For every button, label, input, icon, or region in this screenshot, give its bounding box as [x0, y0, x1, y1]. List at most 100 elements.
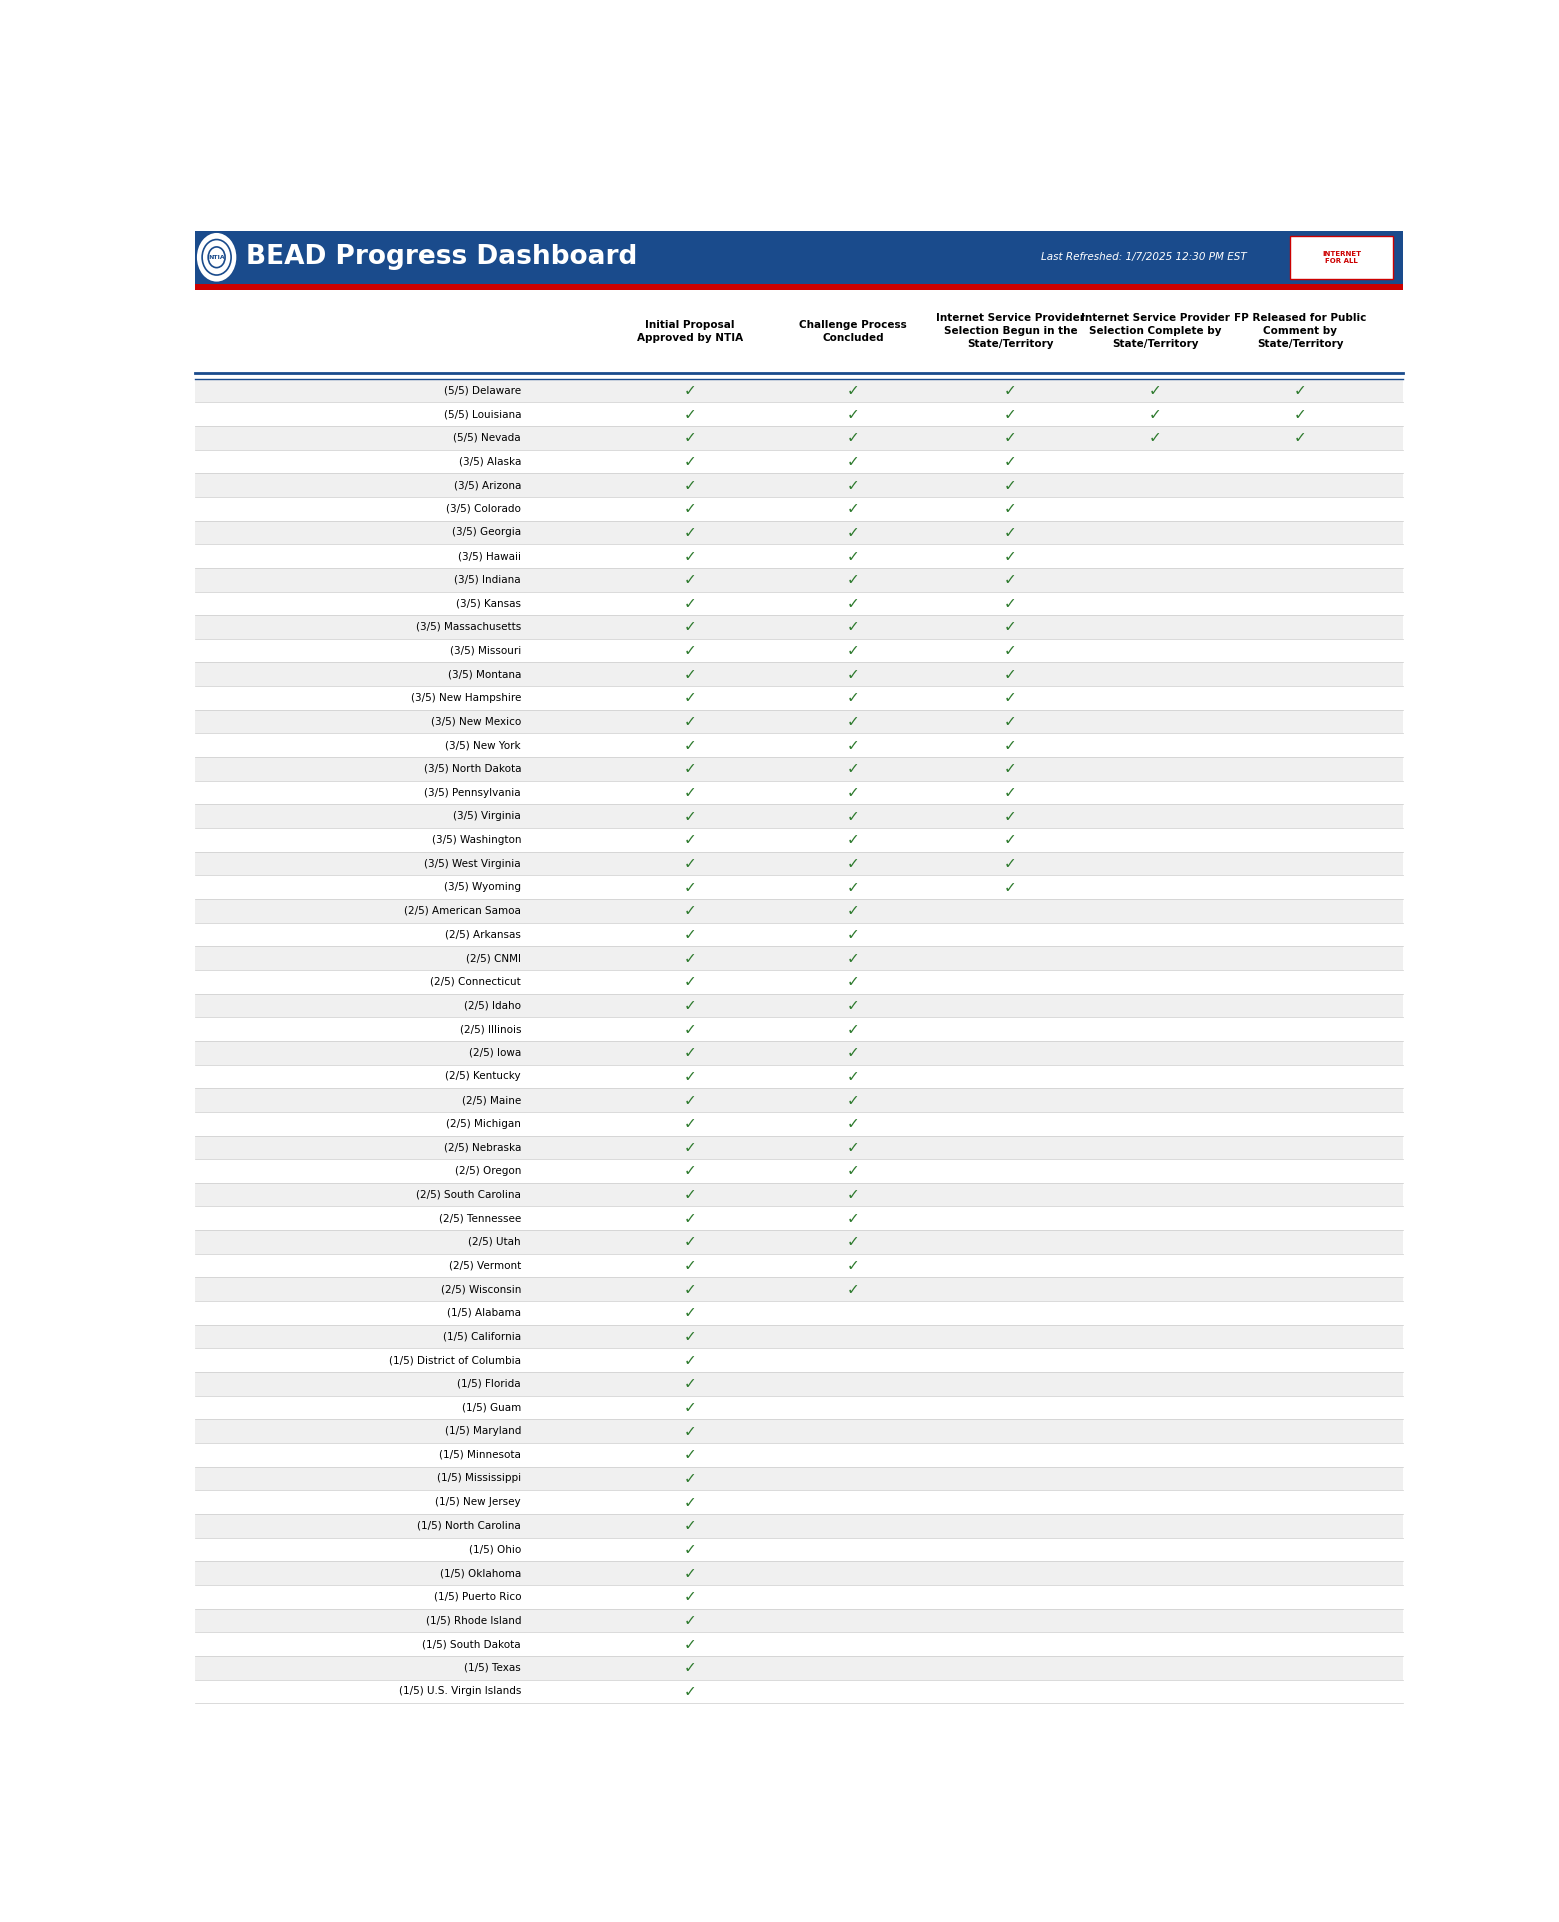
Bar	[195, 402, 1403, 427]
Text: ✓: ✓	[1004, 809, 1016, 825]
Text: ✓: ✓	[684, 715, 697, 728]
Text: ✓: ✓	[1004, 690, 1016, 705]
Text: (3/5) Colorado: (3/5) Colorado	[446, 504, 521, 513]
Text: (2/5) Oregon: (2/5) Oregon	[455, 1167, 521, 1176]
Text: BEAD Progress Dashboard: BEAD Progress Dashboard	[246, 244, 638, 271]
Text: ✓: ✓	[847, 1023, 859, 1036]
Text: (3/5) Virginia: (3/5) Virginia	[454, 811, 521, 821]
Text: ✓: ✓	[684, 548, 697, 563]
Bar	[195, 1230, 1403, 1253]
Text: (1/5) U.S. Virgin Islands: (1/5) U.S. Virgin Islands	[399, 1686, 521, 1697]
Text: ✓: ✓	[684, 1518, 697, 1534]
Text: ✓: ✓	[1004, 715, 1016, 728]
Bar	[195, 923, 1403, 946]
Text: ✓: ✓	[847, 1259, 859, 1272]
Bar	[195, 899, 1403, 923]
Bar	[195, 828, 1403, 851]
Text: ✓: ✓	[847, 974, 859, 990]
Text: (1/5) New Jersey: (1/5) New Jersey	[435, 1497, 521, 1507]
Bar	[195, 1395, 1403, 1418]
Text: ✓: ✓	[847, 1188, 859, 1201]
Text: Initial Proposal
Approved by NTIA: Initial Proposal Approved by NTIA	[638, 319, 744, 342]
Bar	[195, 1207, 1403, 1230]
Text: ✓: ✓	[1004, 525, 1016, 540]
Bar	[195, 284, 1403, 290]
Text: ✓: ✓	[684, 1046, 697, 1061]
Text: ✓: ✓	[847, 998, 859, 1013]
Text: ✓: ✓	[847, 880, 859, 894]
Bar	[195, 1680, 1403, 1703]
Text: ✓: ✓	[1004, 431, 1016, 446]
Text: (3/5) New York: (3/5) New York	[446, 740, 521, 750]
Text: ✓: ✓	[684, 1470, 697, 1486]
Text: ✓: ✓	[847, 738, 859, 753]
Text: (2/5) Vermont: (2/5) Vermont	[449, 1261, 521, 1270]
Bar	[195, 1136, 1403, 1159]
Bar	[195, 615, 1403, 638]
Text: (2/5) Wisconsin: (2/5) Wisconsin	[441, 1284, 521, 1294]
Text: (1/5) Guam: (1/5) Guam	[461, 1403, 521, 1413]
Text: ✓: ✓	[847, 809, 859, 825]
Text: ✓: ✓	[1004, 832, 1016, 848]
Text: ✓: ✓	[1294, 382, 1306, 398]
Text: (3/5) West Virginia: (3/5) West Virginia	[424, 859, 521, 869]
Bar	[195, 1657, 1403, 1680]
Text: ✓: ✓	[684, 1305, 697, 1320]
Text: (3/5) Indiana: (3/5) Indiana	[455, 575, 521, 584]
Text: (1/5) Texas: (1/5) Texas	[465, 1663, 521, 1672]
Text: (2/5) South Carolina: (2/5) South Carolina	[416, 1190, 521, 1199]
Text: ✓: ✓	[684, 1424, 697, 1440]
Text: (2/5) Illinois: (2/5) Illinois	[460, 1024, 521, 1034]
Bar	[195, 1159, 1403, 1182]
Text: ✓: ✓	[684, 951, 697, 965]
Text: INTERNET
FOR ALL: INTERNET FOR ALL	[1322, 250, 1361, 263]
Text: (3/5) North Dakota: (3/5) North Dakota	[424, 763, 521, 775]
Bar	[195, 498, 1403, 521]
Text: (3/5) Montana: (3/5) Montana	[447, 669, 521, 678]
Bar	[195, 971, 1403, 994]
Text: (2/5) Nebraska: (2/5) Nebraska	[444, 1142, 521, 1153]
Text: ✓: ✓	[847, 784, 859, 800]
Bar	[195, 1278, 1403, 1301]
Text: ✓: ✓	[847, 502, 859, 517]
Text: Internet Service Provider
Selection Complete by
State/Territory: Internet Service Provider Selection Comp…	[1080, 313, 1230, 350]
Text: ✓: ✓	[1004, 880, 1016, 894]
Text: ✓: ✓	[684, 903, 697, 919]
Text: ✓: ✓	[684, 1541, 697, 1557]
Text: (1/5) Maryland: (1/5) Maryland	[444, 1426, 521, 1436]
Text: ✓: ✓	[684, 431, 697, 446]
Text: ✓: ✓	[1004, 855, 1016, 871]
Bar	[195, 1466, 1403, 1490]
Bar	[195, 709, 1403, 734]
Text: FP Released for Public
Comment by
State/Territory: FP Released for Public Comment by State/…	[1235, 313, 1367, 350]
Bar	[195, 1301, 1403, 1324]
Text: (2/5) Utah: (2/5) Utah	[468, 1238, 521, 1247]
Text: ✓: ✓	[684, 1399, 697, 1415]
Text: ✓: ✓	[847, 832, 859, 848]
Bar	[195, 851, 1403, 875]
Text: ✓: ✓	[1149, 431, 1161, 446]
Text: ✓: ✓	[684, 1589, 697, 1605]
Bar	[195, 805, 1403, 828]
Text: (2/5) American Samoa: (2/5) American Samoa	[404, 905, 521, 915]
Text: ✓: ✓	[684, 784, 697, 800]
Text: (1/5) Alabama: (1/5) Alabama	[447, 1307, 521, 1318]
Text: ✓: ✓	[847, 407, 859, 421]
Text: ✓: ✓	[684, 1234, 697, 1249]
Bar	[195, 1561, 1403, 1586]
Text: ✓: ✓	[684, 1211, 697, 1226]
Text: ✓: ✓	[684, 761, 697, 776]
Text: (1/5) Rhode Island: (1/5) Rhode Island	[426, 1614, 521, 1626]
Text: (3/5) Arizona: (3/5) Arizona	[454, 480, 521, 490]
Bar	[195, 1609, 1403, 1632]
Bar	[195, 1065, 1403, 1088]
Bar	[195, 1586, 1403, 1609]
Text: ✓: ✓	[1004, 454, 1016, 469]
Text: (1/5) District of Columbia: (1/5) District of Columbia	[390, 1355, 521, 1365]
Text: ✓: ✓	[684, 1661, 697, 1676]
Text: ✓: ✓	[684, 738, 697, 753]
Bar	[195, 1253, 1403, 1278]
Text: ✓: ✓	[1004, 644, 1016, 657]
Text: ✓: ✓	[684, 1447, 697, 1463]
Text: (1/5) South Dakota: (1/5) South Dakota	[422, 1639, 521, 1649]
